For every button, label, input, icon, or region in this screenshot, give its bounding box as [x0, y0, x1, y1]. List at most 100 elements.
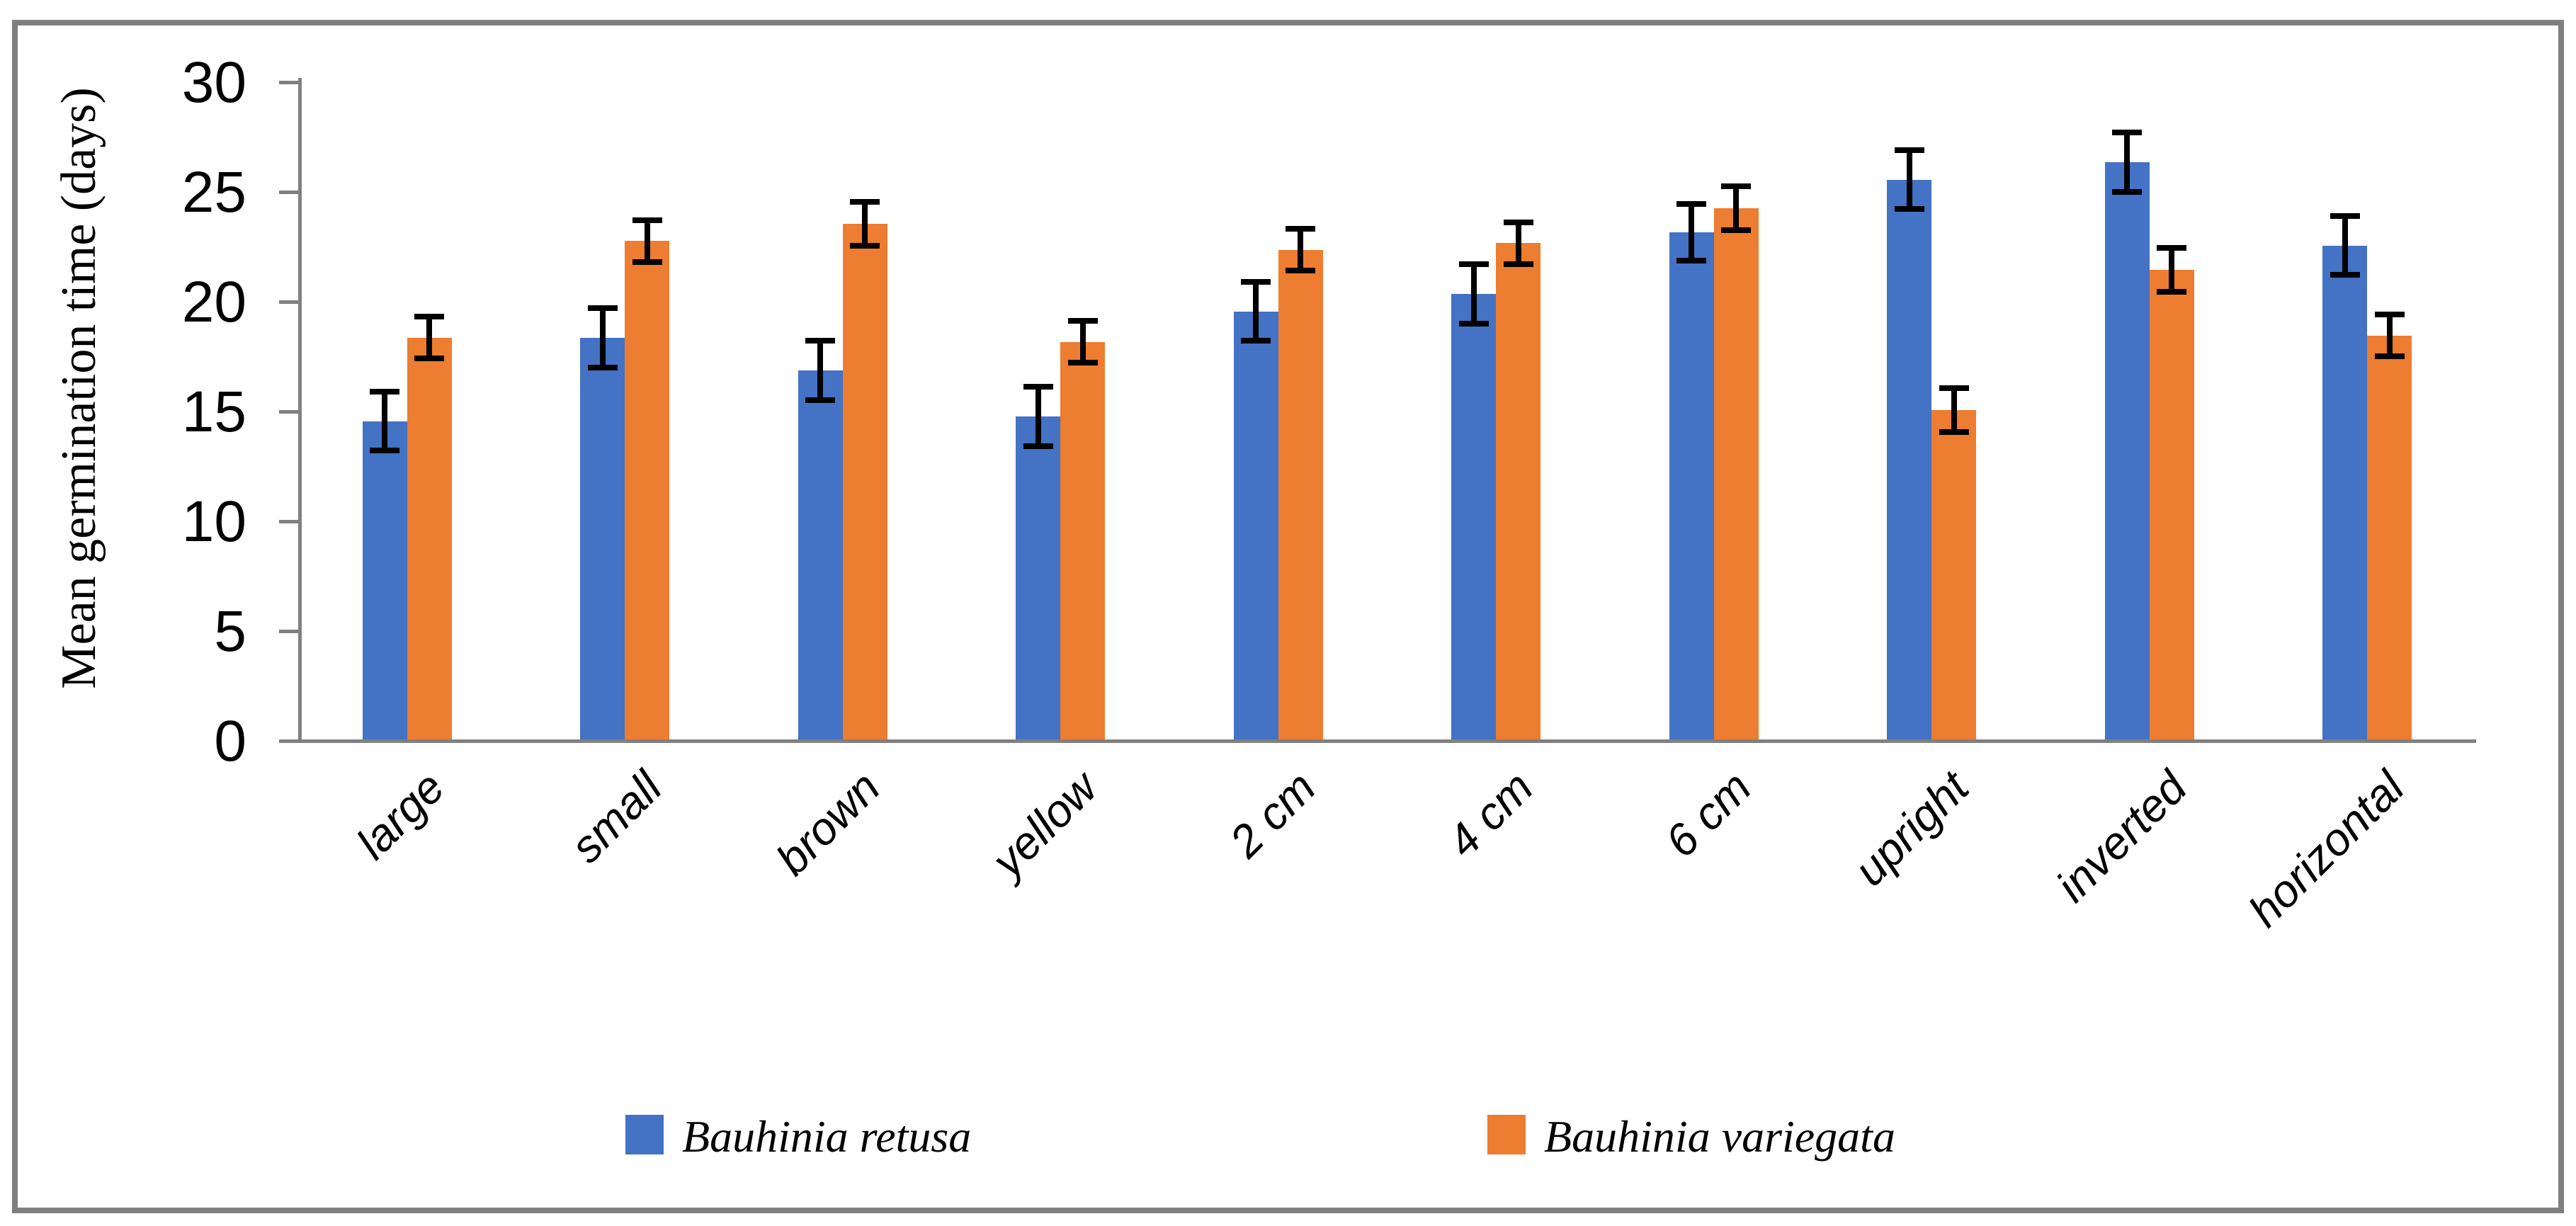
error-bar-cap-top — [632, 217, 662, 223]
error-bar-cap-bottom — [1241, 338, 1271, 344]
y-tick-label-10: 10 — [181, 489, 246, 554]
bar-retusa-large — [362, 421, 407, 739]
error-bar-cap-top — [1939, 385, 1969, 391]
bar-retusa-6cm — [1669, 232, 1714, 739]
error-bar-cap-top — [2112, 129, 2143, 135]
error-bar-cap-top — [1023, 384, 1053, 390]
error-bar-line — [644, 220, 650, 262]
error-bar-line — [862, 201, 868, 246]
bar-retusa-brown — [798, 370, 843, 739]
bar-retusa-2cm — [1233, 311, 1278, 739]
error-bar-cap-top — [2330, 212, 2360, 219]
error-bar-cap-top — [1458, 261, 1489, 267]
error-bar-line — [1733, 186, 1740, 230]
error-bar-cap-bottom — [2330, 272, 2360, 278]
y-tick-mark-30 — [279, 81, 298, 84]
error-bar-cap-bottom — [2112, 188, 2143, 195]
bar-retusa-4cm — [1451, 293, 1497, 739]
y-axis-line — [298, 78, 302, 742]
bar-variegata-brown — [842, 223, 887, 739]
y-tick-mark-20 — [279, 300, 298, 304]
error-bar-line — [1951, 388, 1957, 432]
error-bar-cap-top — [1894, 147, 1924, 153]
error-bar-cap-top — [1721, 183, 1752, 189]
error-bar-line — [1253, 281, 1259, 341]
bar-retusa-upright — [1887, 179, 1932, 739]
error-bar-line — [817, 341, 824, 401]
y-tick-mark-10 — [279, 520, 298, 523]
bar-variegata-horizontal — [2367, 335, 2412, 739]
error-bar-cap-bottom — [1067, 360, 1098, 366]
error-bar-cap-top — [1676, 200, 1707, 207]
error-bar-line — [1298, 229, 1304, 271]
chart-legend: Bauhinia retusa Bauhinia variegata — [0, 1105, 2576, 1190]
error-bar-cap-top — [587, 305, 618, 311]
error-bar-line — [382, 391, 388, 451]
legend-label-retusa: Bauhinia retusa — [682, 1111, 972, 1162]
bar-variegata-yellow — [1060, 341, 1106, 739]
error-bar-cap-bottom — [805, 397, 836, 404]
error-bar-cap-bottom — [1503, 261, 1533, 267]
y-tick-mark-5 — [279, 630, 298, 633]
error-bar-cap-bottom — [2374, 353, 2405, 360]
error-bar-line — [2169, 247, 2175, 292]
error-bar-cap-bottom — [1894, 206, 1924, 212]
y-tick-label-20: 20 — [181, 270, 246, 334]
bar-retusa-yellow — [1016, 416, 1061, 739]
bar-retusa-inverted — [2104, 161, 2150, 739]
legend-swatch-retusa — [625, 1115, 664, 1154]
legend-swatch-variegata — [1487, 1115, 1526, 1154]
bar-retusa-small — [580, 337, 625, 739]
error-bar-cap-bottom — [1939, 429, 1969, 435]
error-bar-line — [1906, 149, 1912, 210]
error-bar-cap-bottom — [1458, 320, 1489, 327]
error-bar-cap-bottom — [850, 242, 880, 249]
error-bar-cap-bottom — [370, 448, 400, 454]
error-bar-line — [1689, 203, 1695, 261]
y-tick-label-0: 0 — [214, 709, 246, 773]
error-bar-line — [2342, 215, 2348, 276]
y-tick-mark-25 — [279, 191, 298, 194]
error-bar-cap-bottom — [1721, 227, 1752, 233]
error-bar-cap-bottom — [1676, 258, 1707, 264]
error-bar-cap-bottom — [414, 356, 445, 362]
error-bar-cap-bottom — [2157, 288, 2187, 295]
error-bar-line — [2386, 314, 2393, 357]
error-bar-cap-top — [805, 338, 836, 344]
y-tick-label-30: 30 — [181, 50, 246, 115]
bar-retusa-horizontal — [2322, 245, 2368, 739]
y-tick-label-25: 25 — [181, 160, 246, 225]
error-bar-line — [2124, 132, 2130, 192]
bar-variegata-large — [407, 337, 452, 739]
y-tick-mark-15 — [279, 410, 298, 414]
error-bar-cap-top — [850, 198, 880, 205]
x-axis-line — [279, 739, 2476, 743]
bar-variegata-6cm — [1713, 208, 1759, 739]
error-bar-cap-top — [370, 388, 400, 395]
bar-variegata-inverted — [2149, 269, 2194, 739]
error-bar-cap-bottom — [1286, 268, 1316, 274]
bar-variegata-4cm — [1496, 243, 1541, 739]
error-bar-cap-top — [2374, 312, 2405, 318]
error-bar-line — [1470, 263, 1477, 324]
error-bar-cap-top — [414, 314, 445, 320]
y-tick-label-5: 5 — [214, 599, 246, 664]
error-bar-cap-bottom — [1023, 443, 1053, 450]
error-bar-line — [1079, 321, 1086, 363]
error-bar-line — [426, 317, 433, 359]
y-tick-label-15: 15 — [181, 380, 246, 444]
bar-variegata-2cm — [1278, 249, 1323, 739]
error-bar-cap-top — [1067, 318, 1098, 324]
error-bar-cap-top — [1241, 278, 1271, 285]
error-bar-cap-top — [2157, 244, 2187, 251]
error-bar-line — [1515, 222, 1521, 264]
error-bar-line — [1035, 387, 1041, 447]
bar-variegata-upright — [1931, 410, 1977, 739]
error-bar-line — [599, 307, 606, 368]
y-tick-mark-0 — [279, 739, 298, 743]
error-bar-cap-bottom — [587, 364, 618, 370]
error-bar-cap-bottom — [632, 259, 662, 265]
error-bar-cap-top — [1286, 226, 1316, 232]
legend-label-variegata: Bauhinia variegata — [1544, 1111, 1895, 1162]
